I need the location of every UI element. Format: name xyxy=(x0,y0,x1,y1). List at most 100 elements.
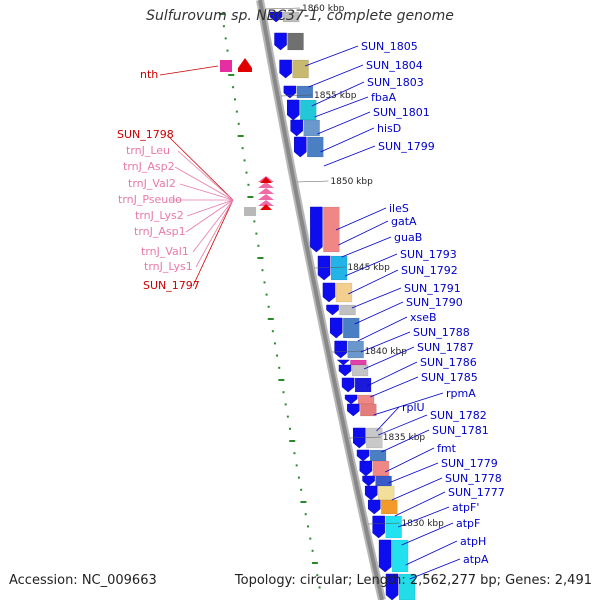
rna-label: trnJ_Asp1 xyxy=(134,225,186,238)
label-leader xyxy=(378,414,428,436)
gene-cog-block xyxy=(354,377,372,393)
kbp-label: 1845 kbp xyxy=(347,263,390,273)
label-leader xyxy=(166,134,234,201)
gene-cog-block xyxy=(296,85,314,99)
label-leader xyxy=(401,522,454,546)
accession-text: Accession: NC_009663 xyxy=(9,573,157,588)
kbp-tick xyxy=(368,522,400,525)
gene-label: SUN_1790 xyxy=(406,296,463,309)
label-leader xyxy=(360,331,411,353)
label-leader xyxy=(363,346,415,370)
gene-cog-block xyxy=(287,32,304,51)
gene-cog-block xyxy=(342,317,360,339)
label-leader xyxy=(179,183,234,201)
kbp-label: 1855 kbp xyxy=(314,91,357,101)
kbp-tick xyxy=(314,266,346,269)
reverse-gene-block xyxy=(244,207,256,216)
rna-label: trnJ_Asp2 xyxy=(123,160,175,173)
gene-cog-block xyxy=(303,119,320,137)
kbp-tick xyxy=(264,7,300,10)
label-leader xyxy=(185,199,234,233)
gene-arrow xyxy=(290,119,303,137)
gene-label: SUN_1786 xyxy=(420,356,477,369)
gene-cog-block xyxy=(323,206,340,253)
gene-cog-block xyxy=(339,304,356,316)
label-leader xyxy=(304,45,359,67)
kbp-label: 1835 kbp xyxy=(383,433,426,443)
gene-label-reverse: SUN_1797 xyxy=(143,279,200,292)
kbp-label: 1850 kbp xyxy=(330,177,373,187)
label-leader xyxy=(376,406,400,432)
kbp-tick xyxy=(349,436,381,439)
gene-arrow xyxy=(283,85,297,99)
gene-label: SUN_1805 xyxy=(361,40,418,53)
gene-label: SUN_1801 xyxy=(373,106,430,119)
gene-label: atpA xyxy=(463,553,489,566)
gene-arrow xyxy=(269,11,283,23)
label-leader xyxy=(388,462,439,484)
reverse-gene-arrow xyxy=(260,177,272,183)
gene-cog-block xyxy=(300,99,317,121)
gene-cog-block xyxy=(360,403,377,417)
label-leader xyxy=(323,145,376,167)
gene-arrow xyxy=(317,255,331,281)
gene-cog-block xyxy=(369,449,387,462)
gene-arrow xyxy=(378,539,392,573)
rna-label: trnJ_Lys2 xyxy=(135,209,184,222)
rna-label: trnJ_Lys1 xyxy=(144,260,193,273)
gene-arrow xyxy=(362,475,375,487)
gene-cog-block xyxy=(330,255,348,281)
gene-label: SUN_1782 xyxy=(430,409,487,422)
gene-cog-block xyxy=(282,11,300,23)
gene-cog-block xyxy=(398,573,416,600)
label-leader xyxy=(394,491,446,517)
gene-arrow xyxy=(274,32,287,51)
trna-glyph xyxy=(258,188,274,194)
gene-label: SUN_1785 xyxy=(421,371,478,384)
label-leader xyxy=(159,65,219,76)
gene-label: SUN_1803 xyxy=(367,76,424,89)
gene-cog-block xyxy=(375,475,392,487)
gene-arrow xyxy=(359,460,373,477)
reverse-gene-arrow xyxy=(260,204,272,210)
gene-cog-block xyxy=(307,136,324,158)
label-leader xyxy=(344,253,398,277)
gene-label: SUN_1793 xyxy=(400,248,457,261)
gene-cog-block xyxy=(381,499,398,515)
label-leader xyxy=(381,429,430,453)
gene-arrow xyxy=(334,340,347,359)
label-leader xyxy=(186,199,234,217)
gene-arrow xyxy=(310,206,323,253)
gene-arrow xyxy=(344,394,358,405)
label-leader xyxy=(348,269,399,295)
kbp-tick xyxy=(297,180,329,183)
gene-label: fmt xyxy=(437,442,457,455)
label-leader xyxy=(308,64,364,88)
gene-cog-block xyxy=(335,282,353,303)
gene-arrow xyxy=(347,403,360,417)
label-leader xyxy=(370,376,419,398)
gene-label: SUN_1778 xyxy=(445,472,502,485)
gene-label: SUN_1787 xyxy=(417,341,474,354)
label-leader xyxy=(174,166,234,201)
kbp-label: 1840 kbp xyxy=(365,347,408,357)
label-leader xyxy=(397,506,450,528)
nth-arrow xyxy=(238,58,252,72)
gene-label: fbaA xyxy=(371,91,397,104)
label-leader xyxy=(357,316,408,342)
label-leader xyxy=(385,447,435,473)
trna-glyph xyxy=(258,200,274,206)
gene-cog-block xyxy=(351,364,369,377)
rna-label: trnJ_Leu xyxy=(126,144,170,157)
label-leader xyxy=(177,150,234,201)
gene-cog-block xyxy=(366,427,383,449)
rna-label: trnJ_Val2 xyxy=(128,177,176,190)
gene-label: guaB xyxy=(394,231,422,244)
label-leader xyxy=(338,220,389,246)
gene-label: SUN_1792 xyxy=(401,264,458,277)
kbp-label: 1860 kbp xyxy=(302,4,345,14)
rna-label: trnJ_Val1 xyxy=(141,245,189,258)
gene-arrow xyxy=(353,427,366,449)
label-leader xyxy=(320,127,375,153)
